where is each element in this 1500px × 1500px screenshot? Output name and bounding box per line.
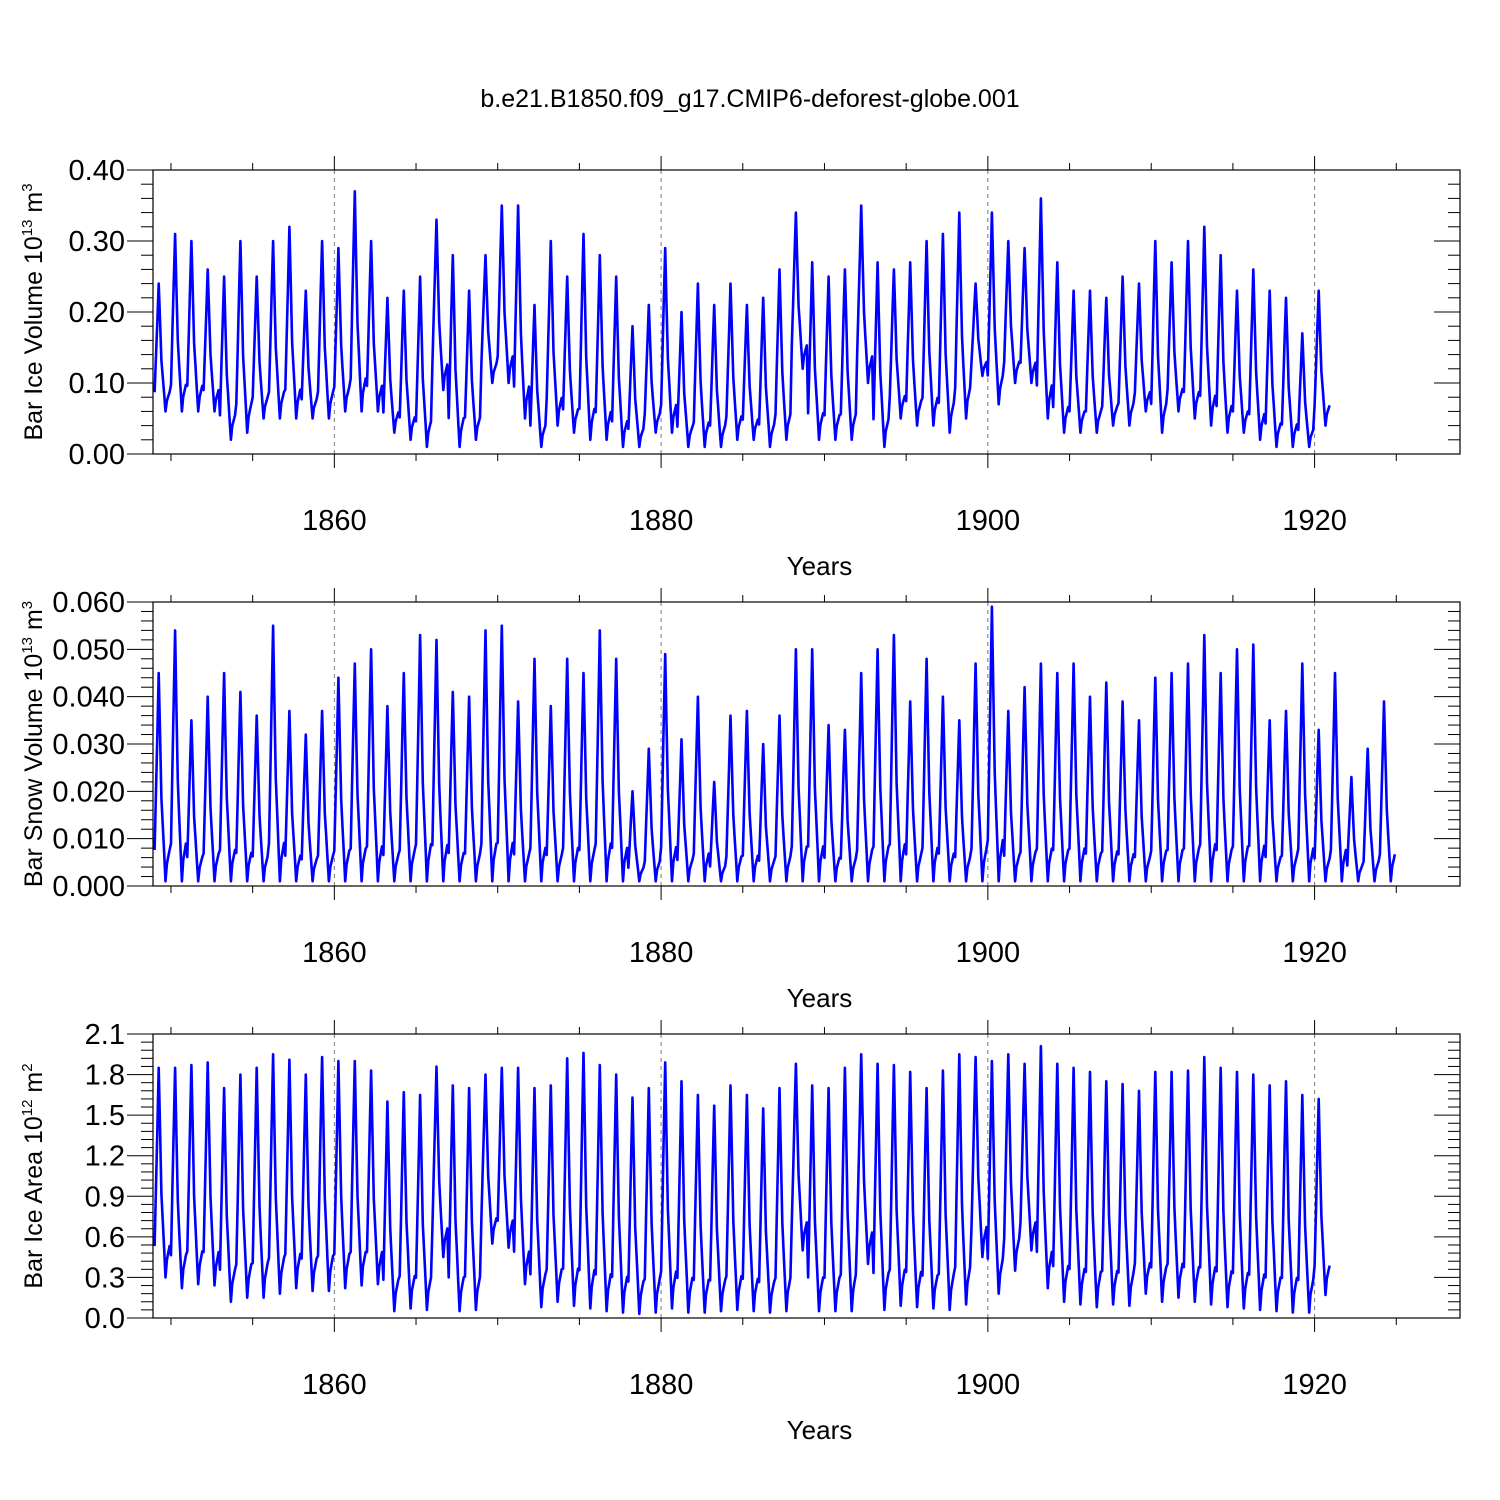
y-axis-label: Bar Snow Volume 1013 m3 (19, 601, 48, 887)
x-tick-label: 1900 (956, 937, 1021, 969)
x-tick-label: 1860 (302, 1369, 367, 1401)
y-tick-label: 1.2 (85, 1141, 125, 1173)
y-tick-label: 2.1 (85, 1019, 125, 1051)
y-tick-label: 0.050 (52, 634, 125, 666)
figure-title: b.e21.B1850.f09_g17.CMIP6-deforest-globe… (480, 85, 1019, 113)
series-line (153, 190, 1331, 449)
y-axis-label: Bar Ice Area 1012 m2 (19, 1063, 48, 1288)
y-axis-label: Bar Ice Volume 1013 m3 (19, 183, 48, 440)
x-axis-label: Years (787, 1415, 853, 1445)
y-tick-label: 0.040 (52, 682, 125, 714)
y-tick-label: 1.8 (85, 1060, 125, 1092)
y-tick-label: 1.5 (85, 1100, 125, 1132)
y-tick-label: 0.9 (85, 1181, 125, 1213)
y-tick-label: 0.000 (52, 871, 125, 903)
x-tick-label: 1900 (956, 505, 1021, 537)
x-tick-label: 1860 (302, 937, 367, 969)
y-tick-label: 0.010 (52, 824, 125, 856)
ice-volume-panel: 0.00 0.10 0.20 0.30 0.40 1860 1880 1900 1920 Year… (19, 155, 1461, 581)
series-line (153, 1044, 1331, 1316)
plot-frame (152, 169, 1461, 455)
y-tick-label: 0.10 (69, 368, 125, 400)
x-tick-label: 1880 (629, 937, 694, 969)
x-axis-label: Years (787, 983, 853, 1013)
y-tick-label: 0.00 (69, 439, 125, 471)
y-tick-label: 0.3 (85, 1262, 125, 1294)
x-tick-label: 1900 (956, 1369, 1021, 1401)
y-tick-label: 0.30 (69, 226, 125, 258)
ice-area-panel: 0.0 0.3 0.6 0.9 1.2 1.5 1.8 2.1 1860 1880 1900 1920… (19, 1019, 1461, 1445)
y-tick-label: 0.6 (85, 1222, 125, 1254)
x-tick-label: 1880 (629, 505, 694, 537)
plot-frame (152, 601, 1461, 887)
x-tick-label: 1920 (1282, 1369, 1347, 1401)
y-tick-label: 0.40 (69, 155, 125, 187)
plot-frame (152, 1033, 1461, 1319)
x-tick-label: 1880 (629, 1369, 694, 1401)
y-tick-label: 0.060 (52, 587, 125, 619)
x-axis-label: Years (787, 551, 853, 581)
x-tick-label: 1920 (1282, 937, 1347, 969)
x-tick-label: 1920 (1282, 505, 1347, 537)
y-tick-label: 0.020 (52, 776, 125, 808)
snow-volume-panel: 0.000 0.010 0.020 0.030 0.040 0.050 0.060 1860 1… (19, 587, 1461, 1013)
y-tick-label: 0.20 (69, 297, 125, 329)
y-tick-label: 0.0 (85, 1303, 125, 1335)
series-line (153, 605, 1397, 883)
x-tick-label: 1860 (302, 505, 367, 537)
y-tick-label: 0.030 (52, 729, 125, 761)
